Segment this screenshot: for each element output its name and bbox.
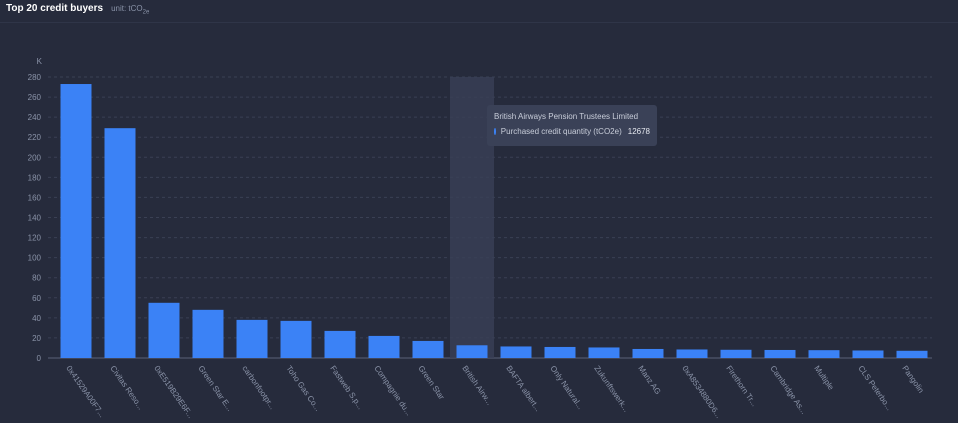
- bar[interactable]: [104, 128, 136, 358]
- x-tick-label: Only Natural...: [548, 364, 585, 411]
- bar[interactable]: [500, 346, 532, 358]
- bar[interactable]: [764, 349, 796, 358]
- bar[interactable]: [676, 349, 708, 358]
- chart-unit: unit: tCO2e: [111, 4, 149, 16]
- y-tick-label: 260: [28, 93, 42, 102]
- x-tick-label: British Airw...: [460, 364, 494, 407]
- bar[interactable]: [896, 350, 928, 358]
- y-axis-unit-label: K: [37, 57, 43, 66]
- x-tick-label: BAFTA albert...: [504, 364, 542, 413]
- bar[interactable]: [60, 84, 92, 359]
- y-tick-label: 60: [32, 294, 41, 303]
- x-tick-label: Green Star E...: [196, 364, 234, 413]
- bar[interactable]: [236, 319, 268, 358]
- bar[interactable]: [280, 320, 312, 358]
- y-tick-label: 140: [28, 214, 42, 223]
- y-tick-label: 0: [37, 354, 42, 363]
- x-tick-label: 0xA8534880D6...: [680, 364, 723, 420]
- bar[interactable]: [412, 340, 444, 358]
- unit-subscript: 2e: [142, 9, 150, 16]
- y-tick-label: 240: [28, 113, 42, 122]
- bar-layer: [60, 84, 928, 359]
- x-tick-label: Zukunftswerk...: [592, 364, 630, 414]
- tooltip-series-dot: [494, 128, 496, 135]
- x-tick-label: Fastweb S.p...: [328, 364, 365, 411]
- header-divider: [0, 22, 958, 23]
- y-tick-label: 120: [28, 234, 42, 243]
- y-tick-label: 40: [32, 314, 41, 323]
- y-tick-label: 200: [28, 153, 42, 162]
- hover-highlight-band: [450, 77, 494, 358]
- chart-title: Top 20 credit buyers: [6, 3, 104, 14]
- bar[interactable]: [852, 350, 884, 358]
- chart-tooltip: British Airways Pension Trustees Limited…: [487, 105, 657, 146]
- y-tick-label: 20: [32, 334, 41, 343]
- y-tick-label: 220: [28, 133, 42, 142]
- bar[interactable]: [588, 347, 620, 358]
- y-tick-label: 280: [28, 73, 42, 82]
- x-tick-label: Cambridge As...: [768, 364, 808, 416]
- x-tick-label: Firethorn Tr...: [724, 364, 759, 408]
- y-tick-label: 80: [32, 274, 41, 283]
- x-tick-label: Multiple: [812, 364, 835, 392]
- highlight-layer: [450, 77, 494, 358]
- bar[interactable]: [456, 345, 488, 358]
- x-tick-label: 0x41529A00F7...: [64, 364, 106, 419]
- x-tick-label: Compagnie du...: [372, 364, 413, 417]
- x-tick-label: CLS Peterbo...: [856, 364, 893, 412]
- bar[interactable]: [544, 346, 576, 358]
- unit-prefix: unit: tCO: [111, 4, 143, 13]
- x-tick-label: Pangolin: [900, 364, 925, 395]
- bar[interactable]: [720, 349, 752, 358]
- x-tick-label: 0xE519B29E6F...: [152, 364, 195, 420]
- y-tick-label: 160: [28, 193, 42, 202]
- y-tick-label: 100: [28, 254, 42, 263]
- y-tick-label: 180: [28, 173, 42, 182]
- x-tick-label: Civitas Reso...: [108, 364, 145, 411]
- bar[interactable]: [148, 302, 180, 358]
- x-tick-label: Green Star: [416, 364, 446, 401]
- chart-header: Top 20 credit buyers unit: tCO2e: [6, 3, 149, 17]
- bar[interactable]: [808, 350, 840, 358]
- tooltip-row: Purchased credit quantity (tCO2e) 12678: [494, 127, 650, 136]
- x-tick-label: Manz AG: [636, 364, 662, 396]
- bar[interactable]: [632, 348, 664, 358]
- tooltip-series-name: Purchased credit quantity (tCO2e): [500, 127, 622, 136]
- x-tick-label: Toho Gas Co...: [284, 364, 322, 413]
- bar[interactable]: [368, 335, 400, 358]
- bar[interactable]: [324, 330, 356, 358]
- tooltip-value: 12678: [627, 127, 650, 136]
- bar[interactable]: [192, 309, 224, 358]
- x-tick-label: carbonfootpr...: [240, 364, 277, 411]
- tooltip-title: British Airways Pension Trustees Limited: [494, 112, 639, 121]
